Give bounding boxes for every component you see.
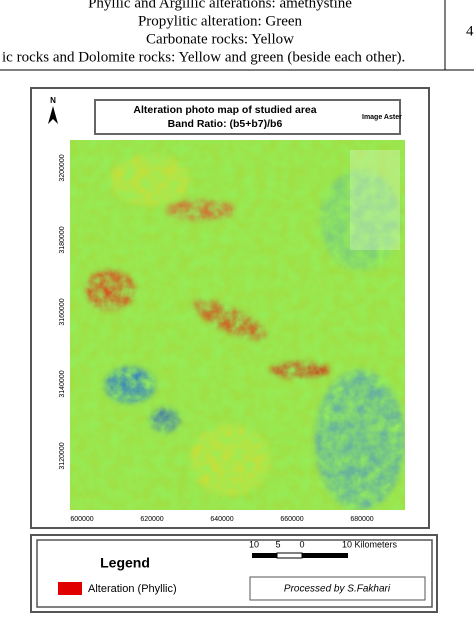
credit-box [249, 576, 426, 601]
y-coord-label: 3120000 [59, 442, 66, 469]
legend-title: Legend [100, 555, 150, 571]
credit: Processed by S.Fakhari [284, 584, 391, 595]
x-coord-label: 660000 [280, 516, 303, 523]
legend-swatch [58, 582, 82, 595]
scale-label: 10 Kilometers [342, 539, 398, 549]
x-coord-label: 640000 [210, 516, 233, 523]
table-line: ic rocks and Dolomite rocks: Yellow and … [2, 49, 405, 65]
y-coord-label: 3160000 [59, 298, 66, 325]
x-coord-label: 680000 [350, 516, 373, 523]
table-side: 4 [466, 23, 474, 39]
y-coord-label: 3140000 [59, 370, 66, 397]
north-arrow [48, 106, 58, 124]
legend-item: Alteration (Phyllic) [88, 583, 177, 595]
scale-bar [276, 552, 303, 559]
table-line: Phyllic and Argillic alterations: amethy… [88, 0, 352, 11]
map-source: Image Aster [362, 114, 402, 121]
legend-inner [36, 539, 433, 608]
map-title: Alteration photo map of studied area [133, 104, 316, 116]
scale-label: 0 [299, 539, 304, 549]
scale-label: 10 [249, 539, 259, 549]
map-subtitle: Band Ratio: (b5+b7)/b6 [168, 118, 283, 130]
table-line: Propylitic alteration: Green [138, 13, 303, 29]
map-image [70, 140, 405, 510]
title-box [94, 99, 401, 135]
x-coord-label: 600000 [70, 516, 93, 523]
north-label: N [50, 96, 56, 105]
scale-bar [302, 553, 348, 558]
y-coord-label: 3200000 [59, 154, 66, 181]
x-coord-label: 620000 [140, 516, 163, 523]
scale-label: 5 [275, 539, 280, 549]
table-line: Carbonate rocks: Yellow [146, 31, 294, 47]
scale-bar [252, 553, 277, 558]
y-coord-label: 3180000 [59, 226, 66, 253]
